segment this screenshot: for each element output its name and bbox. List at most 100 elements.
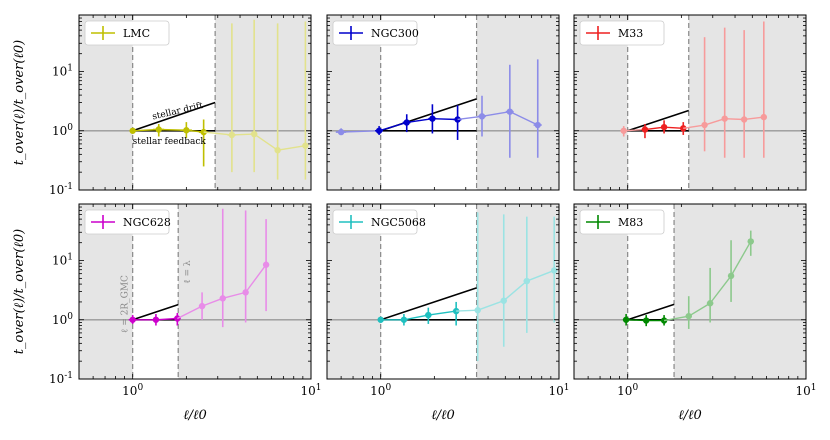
marker: [403, 119, 410, 126]
series-segment: [688, 302, 711, 317]
panel-ngc628: 100 101 ℓ/ℓ0 10-1 100 101 t_over(ℓ)/t_over(ℓ0)…: [12, 203, 322, 423]
panel-lmc: 10-1 100 101 t_over(ℓ)/t_over(ℓ0) LMC stellar…: [12, 14, 312, 197]
series-segment: [201, 297, 224, 307]
marker: [622, 316, 630, 323]
marker: [506, 108, 514, 115]
data-point: [456, 212, 481, 362]
data-point: [432, 105, 462, 140]
legend-label: M83: [618, 216, 643, 229]
data-point: [623, 124, 649, 139]
legend-box: [84, 20, 170, 46]
y-tick-label: 10-1: [49, 371, 73, 386]
series-segment: [509, 111, 539, 126]
data-point: [709, 240, 735, 304]
legend-label: LMC: [123, 27, 150, 40]
stellar-feedback-label: stellar feedback: [133, 137, 207, 147]
data-point: [406, 104, 437, 134]
series-segment: [704, 118, 725, 126]
series-segment: [709, 275, 732, 304]
marker: [680, 125, 687, 132]
legend-box: [332, 209, 418, 235]
shade-right: [215, 15, 311, 190]
series-segment: [432, 117, 458, 121]
series-segment: [644, 126, 665, 131]
series-segment: [503, 280, 528, 302]
series-segment: [203, 131, 232, 136]
data-point: [481, 64, 514, 158]
data-point: [526, 216, 558, 323]
panel-ngc5068: 100 101 ℓ/ℓ0 NGC5068: [326, 203, 570, 423]
x-tick-label: 101: [795, 383, 816, 398]
marker: [747, 238, 754, 245]
series-segment: [724, 117, 745, 121]
data-point: [509, 59, 542, 158]
x-axis-label: ℓ/ℓ0: [431, 408, 454, 423]
series-segment: [477, 300, 504, 311]
series-segment: [245, 264, 267, 293]
y-tick-label: 101: [52, 253, 73, 268]
y-tick-label: 10-1: [49, 182, 73, 197]
shade-right: [476, 204, 559, 379]
data-point: [155, 313, 181, 326]
x-axis-label: ℓ/ℓ0: [183, 408, 206, 423]
legend: M33: [579, 20, 665, 46]
series-segment: [403, 314, 429, 321]
series-segment: [406, 117, 433, 124]
data-point: [277, 21, 309, 180]
data-point: [683, 37, 708, 152]
legend-label: NGC5068: [371, 216, 426, 229]
legend: NGC300: [332, 20, 419, 46]
stellar-drift-line: [627, 109, 689, 132]
legend: M83: [579, 209, 665, 235]
marker: [701, 121, 708, 129]
shade-right: [476, 15, 559, 190]
series-segment: [177, 305, 203, 320]
panels-group: 10-1 100 101 t_over(ℓ)/t_over(ℓ0) LMC stellar…: [12, 14, 817, 423]
marker: [452, 307, 460, 315]
legend-box: [84, 209, 170, 235]
data-point: [664, 122, 687, 135]
marker: [302, 142, 309, 149]
legend-box: [332, 20, 418, 46]
series-segment: [231, 133, 255, 136]
legend-box: [579, 209, 665, 235]
marker: [474, 307, 481, 314]
series-segment: [626, 319, 647, 322]
legend-box: [579, 20, 665, 46]
series-segment: [428, 310, 457, 316]
series-segment: [481, 110, 510, 118]
series-segment: [456, 309, 478, 312]
x-tick-label: 101: [300, 383, 321, 398]
stellar-drift-line: [132, 303, 179, 321]
legend-label: M33: [618, 27, 643, 40]
series-segment: [378, 121, 407, 132]
stellar-drift-line: [132, 101, 216, 132]
legend: LMC: [84, 20, 170, 46]
series-segment: [526, 269, 555, 282]
series-segment: [683, 124, 705, 130]
x-tick-label: 100: [617, 383, 638, 398]
series-segment: [744, 116, 764, 121]
legend-label: NGC628: [123, 216, 171, 229]
y-tick-label: 100: [52, 123, 73, 138]
shade-right: [688, 15, 806, 190]
y-axis-label: t_over(ℓ)/t_over(ℓ0): [12, 229, 27, 354]
marker: [760, 113, 768, 121]
y-axis-label: t_over(ℓ)/t_over(ℓ0): [12, 40, 27, 165]
marker: [551, 267, 558, 274]
y-tick-label: 101: [52, 64, 73, 79]
y-tick-label: 100: [52, 312, 73, 327]
marker: [534, 121, 541, 129]
l-lambda-label: ℓ = λ: [183, 260, 193, 284]
marker: [262, 261, 270, 268]
marker: [425, 311, 432, 319]
marker: [478, 113, 486, 120]
data-point: [477, 214, 507, 347]
shade-right: [674, 204, 806, 379]
series-segment: [277, 144, 306, 151]
series-segment: [253, 133, 279, 151]
stellar-drift-label: stellar drift: [151, 101, 204, 122]
data-point: [380, 314, 408, 326]
plot-area: [327, 15, 559, 190]
